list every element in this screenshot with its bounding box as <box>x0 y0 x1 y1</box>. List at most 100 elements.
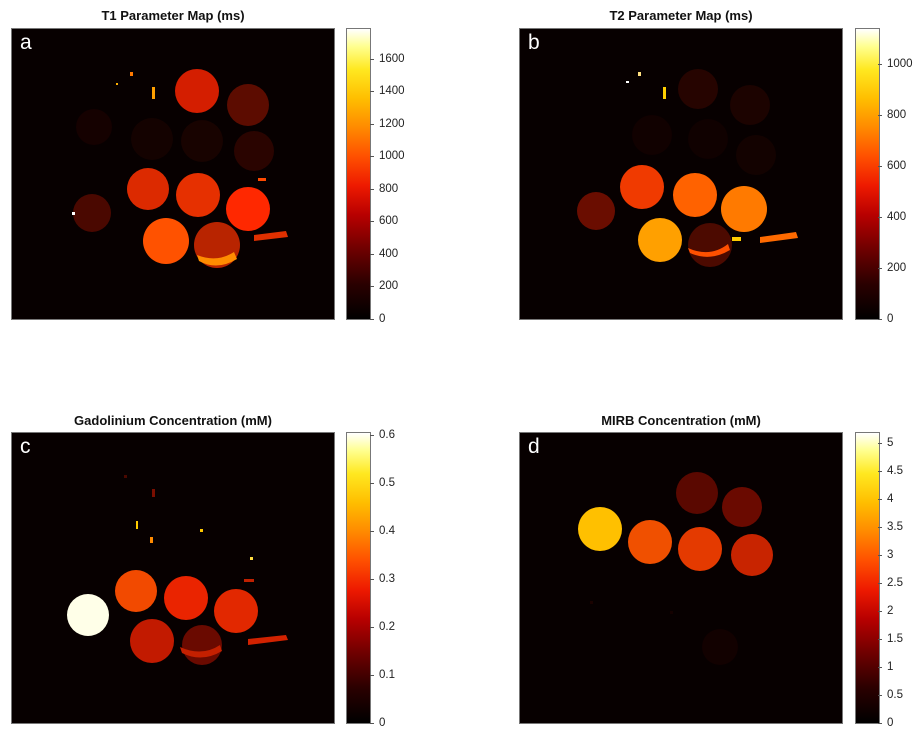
vial-artifact <box>180 645 222 658</box>
vial <box>721 186 767 232</box>
tick-label: 600 <box>877 160 907 172</box>
vial <box>76 109 112 145</box>
vial <box>702 629 738 665</box>
speckle <box>670 611 673 614</box>
tick-label: 0.6 <box>370 429 395 441</box>
tick-label: 0.3 <box>370 573 395 585</box>
tick-label: 5 <box>877 437 894 449</box>
vial <box>628 520 672 564</box>
streak-artifact <box>254 231 288 241</box>
phantom-vials <box>67 475 288 665</box>
panel-title: T1 Parameter Map (ms) <box>101 8 245 23</box>
vial <box>678 69 718 109</box>
speckle <box>638 72 641 76</box>
tick-label: 800 <box>369 183 399 195</box>
speckle <box>258 178 266 181</box>
colorbar-ticks: 0 0.5 1 1.5 2 2.5 3 3.5 4 4.5 5 <box>877 433 920 729</box>
vial <box>632 115 672 155</box>
tick-label: 0.5 <box>370 477 395 489</box>
vial <box>620 165 664 209</box>
tick-label: 2 <box>877 605 894 617</box>
speckle <box>626 81 629 83</box>
vial <box>578 507 622 551</box>
vial <box>730 85 770 125</box>
speckle <box>732 237 741 241</box>
heatmap-image: c <box>12 433 334 723</box>
speckle <box>152 87 155 99</box>
tick-label: 1600 <box>370 53 405 65</box>
vial-artifact <box>197 252 237 266</box>
speckle <box>663 87 666 99</box>
heatmap-image: b <box>520 29 842 319</box>
tick-label: 2.5 <box>878 577 903 589</box>
tick-label: 3 <box>877 549 894 561</box>
speckle <box>152 489 155 497</box>
vial <box>175 69 219 113</box>
tick-label: 1400 <box>370 85 405 97</box>
tick-label: 0 <box>369 313 386 325</box>
tick-label: 0.1 <box>370 669 395 681</box>
tick-label: 0 <box>877 313 894 325</box>
vial <box>131 118 173 160</box>
speckle <box>116 83 118 85</box>
tick-label: 0.2 <box>370 621 395 633</box>
streak-artifact <box>760 232 798 243</box>
colorbar-ticks: 0 0.1 0.2 0.3 0.4 0.5 0.6 <box>369 429 419 729</box>
colorbar <box>347 433 370 723</box>
tick-label: 0 <box>877 717 894 729</box>
vial <box>722 487 762 527</box>
speckle <box>72 212 75 215</box>
vial <box>143 218 189 264</box>
vial <box>226 187 270 231</box>
speckle <box>244 579 254 582</box>
vial <box>736 135 776 175</box>
vial-artifact <box>688 244 730 257</box>
panel-label: b <box>528 31 540 54</box>
phantom-vials <box>72 69 288 268</box>
colorbar <box>347 29 370 319</box>
tick-label: 200 <box>877 262 907 274</box>
vial <box>214 589 258 633</box>
colorbar-ticks: 0 200 400 600 800 1000 <box>877 29 920 325</box>
panel-title: Gadolinium Concentration (mM) <box>74 413 272 428</box>
vial <box>678 527 722 571</box>
tick-label: 800 <box>877 109 907 121</box>
vial <box>638 218 682 262</box>
tick-label: 1.5 <box>878 633 903 645</box>
vial <box>673 173 717 217</box>
colorbar <box>856 433 879 723</box>
vial <box>181 120 223 162</box>
speckle <box>136 521 138 529</box>
heatmap-image: d <box>520 433 842 723</box>
tick-label: 4 <box>877 493 894 505</box>
speckle <box>250 557 253 560</box>
tick-label: 3.5 <box>878 521 903 533</box>
tick-label: 1000 <box>370 150 405 162</box>
tick-label: 1000 <box>878 58 913 70</box>
panel-title: T2 Parameter Map (ms) <box>609 8 753 23</box>
vial <box>67 594 109 636</box>
vial <box>182 625 222 665</box>
tick-label: 0.5 <box>878 689 903 701</box>
phantom-vials <box>577 69 798 267</box>
tick-label: 4.5 <box>878 465 903 477</box>
vial <box>73 194 111 232</box>
vial <box>676 472 718 514</box>
panel-title: MIRB Concentration (mM) <box>601 413 761 428</box>
panel-label: d <box>528 435 540 458</box>
tick-label: 0.4 <box>370 525 395 537</box>
vial <box>577 192 615 230</box>
vial <box>176 173 220 217</box>
panel-label: c <box>20 435 31 458</box>
vial <box>688 223 732 267</box>
speckle <box>124 475 127 478</box>
panel-label: a <box>20 31 32 54</box>
vial <box>164 576 208 620</box>
tick-label: 0 <box>369 717 386 729</box>
speckle <box>130 72 133 76</box>
speckle <box>590 601 593 604</box>
vial <box>127 168 169 210</box>
tick-label: 1 <box>877 661 894 673</box>
vial <box>731 534 773 576</box>
vial <box>234 131 274 171</box>
